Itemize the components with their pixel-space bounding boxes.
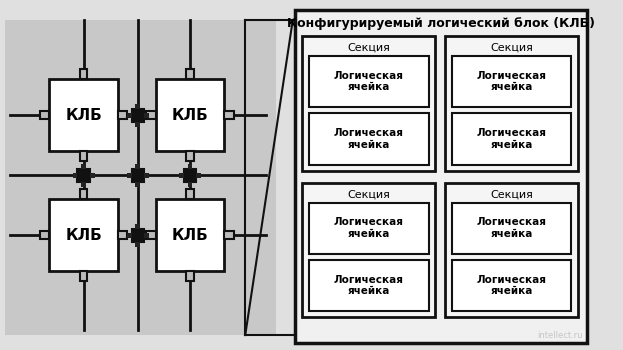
Bar [40, 231, 49, 239]
Bar [445, 36, 578, 170]
Bar [131, 108, 144, 121]
Bar [452, 56, 571, 107]
Bar [224, 111, 234, 119]
Text: КЛБ: КЛБ [65, 228, 102, 243]
Bar [186, 189, 194, 199]
Bar [40, 111, 49, 119]
Bar [135, 224, 140, 229]
Text: Конфигурируемый логический блок (КЛБ): Конфигурируемый логический блок (КЛБ) [287, 18, 595, 30]
Bar [81, 182, 86, 187]
Bar [295, 10, 587, 343]
Bar [5, 20, 275, 335]
Bar [135, 104, 140, 108]
Bar [144, 173, 149, 177]
Bar [49, 199, 118, 271]
Bar [131, 229, 144, 241]
Bar [80, 69, 87, 79]
Text: КЛБ: КЛБ [172, 228, 209, 243]
Bar [452, 260, 571, 311]
Bar [127, 173, 131, 177]
Text: Секция: Секция [490, 43, 533, 53]
Bar [452, 113, 571, 164]
Text: Логическая
ячейка: Логическая ячейка [477, 128, 546, 150]
Bar [188, 182, 193, 187]
Bar [309, 260, 429, 311]
Bar [186, 151, 194, 161]
Text: Логическая
ячейка: Логическая ячейка [334, 128, 404, 150]
Text: Логическая
ячейка: Логическая ячейка [334, 274, 404, 296]
Bar [118, 231, 127, 239]
Bar [49, 79, 118, 151]
Bar [127, 112, 131, 118]
Text: Секция: Секция [348, 189, 390, 200]
Text: Логическая
ячейка: Логическая ячейка [477, 217, 546, 239]
Bar [144, 112, 149, 118]
Bar [135, 241, 140, 246]
Bar [80, 151, 87, 161]
Text: Секция: Секция [348, 43, 390, 53]
Bar [309, 56, 429, 107]
Bar [188, 163, 193, 168]
Bar [179, 173, 184, 177]
Bar [146, 111, 156, 119]
Bar [196, 173, 201, 177]
Bar [144, 232, 149, 238]
Bar [309, 113, 429, 164]
Bar [80, 271, 87, 281]
Bar [302, 182, 435, 317]
Bar [452, 203, 571, 254]
Bar [146, 231, 156, 239]
Bar [80, 189, 87, 199]
Bar [77, 168, 90, 182]
Bar [302, 36, 435, 170]
Bar [224, 231, 234, 239]
Text: intellect.ru: intellect.ru [537, 330, 583, 340]
Text: КЛБ: КЛБ [65, 107, 102, 122]
Text: Логическая
ячейка: Логическая ячейка [477, 71, 546, 92]
Bar [184, 168, 196, 182]
Bar [186, 271, 194, 281]
Bar [186, 69, 194, 79]
Bar [445, 182, 578, 317]
Bar [118, 111, 127, 119]
Bar [135, 163, 140, 168]
Text: Логическая
ячейка: Логическая ячейка [334, 71, 404, 92]
Text: Логическая
ячейка: Логическая ячейка [334, 217, 404, 239]
Bar [156, 79, 224, 151]
Bar [131, 168, 144, 182]
Bar [135, 121, 140, 126]
Bar [90, 173, 95, 177]
Bar [156, 199, 224, 271]
Bar [73, 173, 77, 177]
Bar [81, 163, 86, 168]
Text: КЛБ: КЛБ [172, 107, 209, 122]
Bar [135, 182, 140, 187]
Bar [309, 203, 429, 254]
Text: Логическая
ячейка: Логическая ячейка [477, 274, 546, 296]
Bar [127, 232, 131, 238]
Text: Секция: Секция [490, 189, 533, 200]
